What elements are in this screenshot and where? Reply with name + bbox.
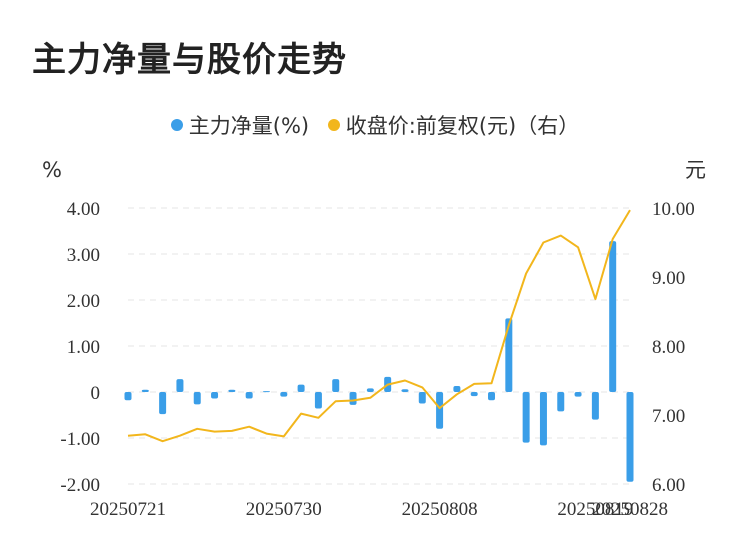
bar (141, 389, 149, 392)
chart-title: 主力净量与股价走势 (32, 40, 347, 80)
bar (349, 392, 357, 405)
y-right-tick-label: 6.00 (652, 475, 685, 496)
y-left-tick-label: 3.00 (67, 245, 100, 266)
bar (193, 392, 201, 405)
bar (574, 392, 582, 397)
bar (626, 392, 634, 482)
bar (401, 389, 409, 392)
bar (591, 392, 599, 420)
bar (366, 388, 374, 392)
x-tick-label: 20250721 (90, 499, 166, 520)
bar (228, 389, 236, 392)
y-right-tick-label: 10.00 (652, 199, 695, 220)
legend-dot-bar (170, 119, 183, 131)
price-line (127, 209, 631, 443)
y-left-tick-label: 4.00 (67, 199, 100, 220)
x-tick-label: 20250828 (592, 499, 668, 520)
bar (297, 384, 305, 392)
bar (332, 379, 340, 392)
bar (557, 392, 565, 412)
y-left-unit: % (42, 158, 62, 182)
bar (470, 392, 478, 397)
bar (505, 318, 513, 392)
bar (539, 392, 547, 446)
bar (418, 392, 426, 404)
bar (314, 392, 322, 409)
y-left-tick-label: -2.00 (60, 475, 100, 496)
y-right-unit: 元 (685, 158, 706, 182)
y-left-tick-label: 1.00 (67, 337, 100, 358)
bar (124, 392, 132, 401)
y-left-tick-label: 2.00 (67, 291, 100, 312)
y-left-tick-label: -1.00 (60, 429, 100, 450)
legend-label-bar: 主力净量(%) (188, 114, 310, 138)
y-right-tick-label: 8.00 (652, 337, 685, 358)
y-right-tick-label: 9.00 (652, 268, 685, 289)
y-right-tick-label: 7.00 (652, 406, 685, 427)
legend[interactable]: 主力净量(%) 收盘价:前复权(元)（右） (0, 110, 750, 140)
bar (211, 392, 219, 399)
legend-dot-line (327, 119, 340, 131)
bar (262, 391, 270, 393)
y-left-tick-label: 0 (91, 383, 101, 404)
x-tick-label: 20250808 (402, 499, 478, 520)
legend-item-line[interactable]: 收盘价:前复权(元)（右） (327, 110, 580, 140)
bar (245, 392, 253, 399)
legend-label-line: 收盘价:前复权(元)（右） (345, 114, 580, 138)
bar (280, 392, 288, 397)
bar (159, 392, 167, 415)
x-tick-label: 20250730 (246, 499, 322, 520)
legend-item-bar[interactable]: 主力净量(%) (170, 110, 310, 140)
bar (609, 241, 617, 392)
bar (436, 392, 444, 429)
bar (488, 392, 496, 401)
bar (522, 392, 530, 443)
x-tick-label: 20250819 (557, 499, 633, 520)
bar (453, 386, 461, 392)
bar (176, 379, 184, 392)
